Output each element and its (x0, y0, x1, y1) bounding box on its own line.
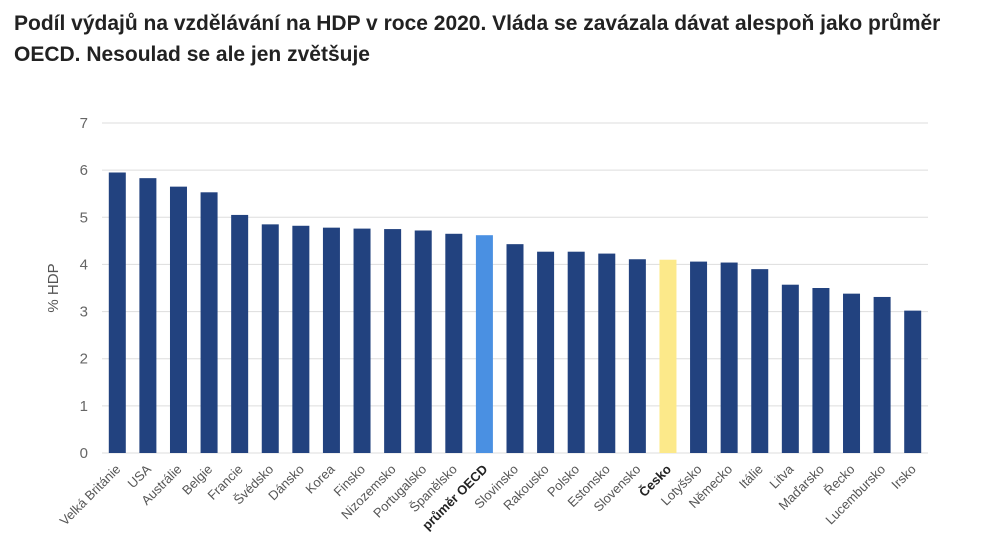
bar (751, 269, 769, 453)
bar (353, 228, 371, 453)
y-tick-label: 4 (80, 256, 88, 273)
bar (139, 178, 157, 453)
bar (261, 224, 279, 453)
x-tick-label: Velká Británie (57, 462, 124, 529)
bars (108, 172, 922, 454)
bar (812, 288, 830, 453)
bar (108, 172, 126, 453)
bar (720, 262, 738, 453)
y-tick-label: 1 (80, 398, 88, 415)
bar (598, 253, 616, 453)
y-tick-label: 3 (80, 304, 88, 321)
bar (292, 225, 310, 453)
bar (384, 229, 402, 453)
bar (873, 296, 891, 453)
y-axis-title: % HDP (45, 263, 62, 312)
bar (628, 259, 646, 453)
bar (781, 284, 799, 453)
bar (414, 230, 432, 453)
y-tick-label: 5 (80, 209, 88, 226)
bar (445, 233, 463, 453)
y-tick-label: 2 (80, 351, 88, 368)
y-axis-ticks: 0 1 2 3 4 5 6 7 (80, 115, 88, 462)
bar (904, 310, 922, 453)
bar (322, 227, 340, 453)
bar (475, 235, 493, 453)
x-tick-label: Irsko (888, 462, 919, 493)
bar (169, 186, 187, 453)
x-axis-labels: Velká Británie USAAustrálieBelgieFrancieŠ… (57, 461, 919, 533)
bar (200, 192, 218, 454)
bar (506, 244, 524, 453)
x-tick-label: Itálie (736, 462, 766, 492)
bar (690, 261, 708, 453)
chart-title: Podíl výdajů na vzdělávání na HDP v roce… (14, 12, 941, 66)
bar (659, 259, 677, 453)
bar (231, 214, 249, 453)
y-tick-label: 7 (80, 115, 88, 132)
y-tick-label: 0 (80, 445, 88, 462)
bar (843, 293, 861, 453)
y-tick-label: 6 (80, 162, 88, 179)
bar (567, 251, 585, 453)
bar (537, 251, 555, 453)
